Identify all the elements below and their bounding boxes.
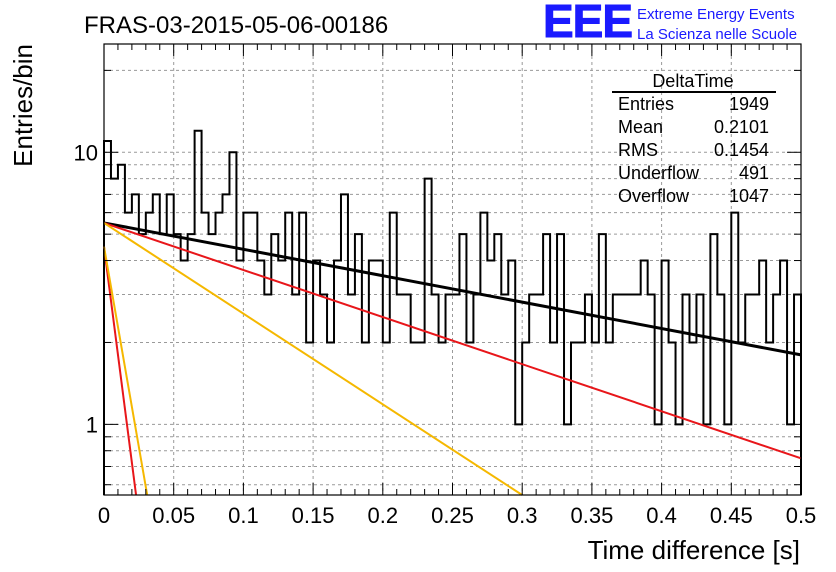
axes: 0 0.05 0.1 0.15 0.2 0.25 0.3 0.35 0.4 0.45 0.5 1 10 — [74, 44, 817, 528]
x-tick-label: 0.4 — [646, 503, 677, 528]
x-axis-title: Time difference [s] — [588, 535, 800, 565]
x-tick-label: 0.35 — [570, 503, 613, 528]
fit-lines — [103, 221, 802, 496]
logo-line-2: La Scienza nelle Scuole — [637, 26, 797, 43]
histogram-outline — [103, 129, 802, 495]
y-axis-title: Entries/bin — [8, 44, 38, 167]
stats-title: DeltaTime — [652, 71, 733, 91]
x-tick-label: 0.3 — [507, 503, 538, 528]
x-tick-label: 0.15 — [292, 503, 335, 528]
stats-label-entries: Entries — [618, 94, 674, 114]
y-tick-label: 1 — [86, 412, 98, 437]
stats-value-underflow: 491 — [739, 163, 769, 183]
fit-line — [103, 221, 802, 357]
fit-line — [103, 246, 138, 496]
x-tick-label: 0.1 — [228, 503, 259, 528]
histogram — [103, 129, 802, 495]
x-tick-label: 0.2 — [368, 503, 399, 528]
stats-label-rms: RMS — [618, 140, 658, 160]
logo-line-1: Extreme Energy Events — [637, 6, 795, 23]
x-tick-label: 0.5 — [786, 503, 817, 528]
fit-line — [103, 246, 149, 496]
y-tick-label: 10 — [74, 140, 98, 165]
x-tick-label: 0.45 — [710, 503, 753, 528]
stats-label-mean: Mean — [618, 117, 663, 137]
fit-line — [103, 221, 802, 460]
run-title: FRAS-03-2015-05-06-00186 — [84, 12, 388, 39]
logo-mark: EEE — [543, 0, 632, 47]
stats-value-overflow: 1047 — [729, 186, 769, 206]
stats-value-rms: 0.1454 — [714, 140, 769, 160]
stats-value-entries: 1949 — [729, 94, 769, 114]
stats-label-overflow: Overflow — [618, 186, 690, 206]
x-tick-label: 0.25 — [431, 503, 474, 528]
x-tick-label: 0.05 — [152, 503, 195, 528]
stats-box: DeltaTime Entries 1949 Mean 0.2101 RMS 0… — [612, 71, 776, 206]
stats-value-mean: 0.2101 — [714, 117, 769, 137]
stats-label-underflow: Underflow — [618, 163, 700, 183]
x-tick-label: 0 — [98, 503, 110, 528]
eee-logo: EEE Extreme Energy Events La Scienza nel… — [543, 0, 798, 48]
fit-line — [103, 222, 523, 496]
